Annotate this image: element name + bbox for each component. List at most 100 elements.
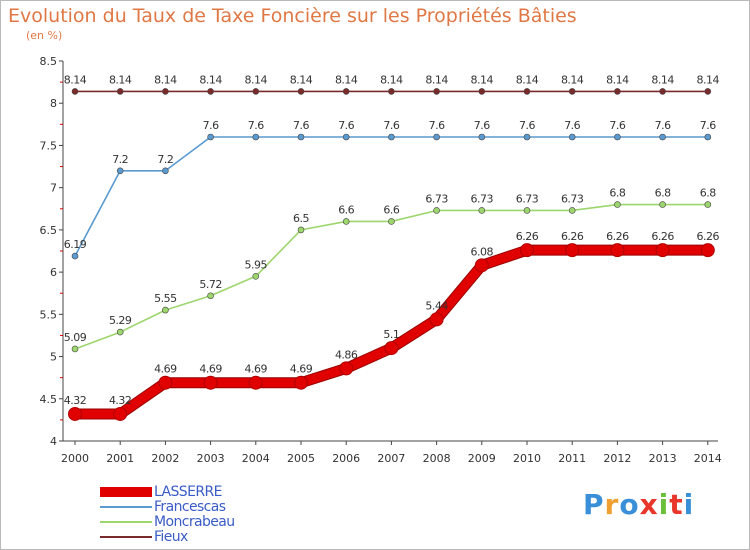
y-tick-label: 6 <box>50 266 57 279</box>
data-point <box>704 133 712 141</box>
data-label: 8.14 <box>154 73 177 86</box>
data-label: 8.14 <box>606 73 629 86</box>
data-label: 7.6 <box>293 119 309 132</box>
data-point <box>388 88 395 95</box>
chart-title: Evolution du Taux de Taxe Foncière sur l… <box>8 5 577 27</box>
data-label: 7.2 <box>157 153 173 166</box>
legend-label: Moncrabeau <box>154 514 235 530</box>
x-tick-label: 2009 <box>468 452 496 465</box>
logo-letter: x <box>639 488 659 521</box>
x-tick-label: 2003 <box>197 452 225 465</box>
data-point <box>207 133 214 141</box>
data-label: 5.1 <box>383 328 399 341</box>
legend-item-lasserre: LASSERRE <box>100 484 300 500</box>
data-label: 6.19 <box>64 238 87 251</box>
data-label: 8.14 <box>290 73 313 86</box>
x-tick-label: 2008 <box>423 452 451 465</box>
data-label: 6.8 <box>655 187 671 200</box>
data-label: 6.08 <box>471 245 494 258</box>
data-point <box>659 88 666 95</box>
data-label: 7.6 <box>429 119 445 132</box>
data-label: 6.26 <box>561 230 584 243</box>
data-point <box>568 88 576 95</box>
legend-swatch <box>100 536 152 538</box>
data-label: 7.6 <box>383 119 399 132</box>
data-point <box>614 88 621 95</box>
data-point <box>565 243 580 258</box>
data-label: 8.14 <box>697 73 720 86</box>
data-point <box>388 133 395 141</box>
data-label: 8.14 <box>245 73 268 86</box>
x-tick-label: 2012 <box>603 452 631 465</box>
data-point <box>297 133 305 141</box>
y-tick-label: 5 <box>50 351 57 364</box>
data-label: 8.14 <box>64 73 87 86</box>
legend: LASSERRE Francescas Moncrabeau Fieux <box>100 484 300 545</box>
legend-label: LASSERRE <box>154 484 222 500</box>
logo-letter: P <box>583 488 605 521</box>
data-point <box>297 88 305 95</box>
data-point <box>474 258 489 273</box>
data-point <box>113 406 128 421</box>
data-label: 5.29 <box>109 314 132 327</box>
y-tick-label: 8 <box>50 97 57 110</box>
data-label: 5.95 <box>245 258 268 271</box>
data-label: 7.6 <box>609 119 625 132</box>
data-label: 8.14 <box>561 73 584 86</box>
data-point <box>116 328 124 336</box>
data-point <box>248 375 263 390</box>
data-point <box>704 201 712 208</box>
data-point <box>659 133 666 141</box>
data-point <box>252 88 260 95</box>
data-label: 7.6 <box>519 119 535 132</box>
data-point <box>342 218 350 225</box>
logo-letter: t <box>669 488 684 521</box>
x-tick-label: 2010 <box>513 452 541 465</box>
data-label: 6.6 <box>383 203 399 216</box>
data-point <box>71 345 79 353</box>
data-point <box>433 88 440 95</box>
data-point <box>207 292 214 300</box>
data-label: 7.6 <box>248 119 264 132</box>
data-point <box>520 243 534 258</box>
data-point <box>158 375 173 390</box>
data-label: 4.32 <box>109 394 132 407</box>
data-label: 5.09 <box>64 331 87 344</box>
data-label: 7.2 <box>112 153 128 166</box>
data-point <box>162 88 169 95</box>
data-label: 6.5 <box>293 212 309 225</box>
data-point <box>614 133 621 141</box>
data-label: 7.6 <box>564 119 580 132</box>
y-tick-label: 7.5 <box>40 139 58 152</box>
data-label: 6.73 <box>516 192 539 205</box>
x-tick-label: 2005 <box>287 452 315 465</box>
series-lasserre: 4.32 4.32 4.69 4.69 4.69 4.69 4.86 5.1 5.44 6.08 6… <box>64 230 720 421</box>
data-point <box>342 88 350 95</box>
data-label: 7.6 <box>203 119 219 132</box>
data-label: 4.69 <box>199 363 222 376</box>
data-label: 4.69 <box>245 363 268 376</box>
data-label: 8.14 <box>199 73 222 86</box>
data-point <box>68 406 82 421</box>
x-tick-label: 2014 <box>694 452 722 465</box>
data-point <box>433 133 440 141</box>
x-tick-label: 2006 <box>332 452 360 465</box>
data-point <box>203 375 218 390</box>
data-point <box>704 88 712 95</box>
data-label: 6.26 <box>651 230 674 243</box>
x-tick-label: 2002 <box>151 452 179 465</box>
data-point <box>568 207 576 214</box>
data-point <box>523 133 531 141</box>
x-tick-label: 2000 <box>61 452 89 465</box>
x-tick-label: 2007 <box>377 452 405 465</box>
data-label: 6.8 <box>609 187 625 200</box>
x-tick-label: 2001 <box>106 452 134 465</box>
data-point <box>162 167 169 175</box>
logo-letter: r <box>604 488 620 521</box>
data-point <box>252 133 260 141</box>
legend-swatch <box>100 487 152 497</box>
unit-label: (en %) <box>26 29 63 42</box>
data-point <box>659 201 666 208</box>
series-fieux: 8.14 8.14 8.14 8.14 8.14 8.14 8.14 8.14 8.14 8.14… <box>64 73 720 95</box>
